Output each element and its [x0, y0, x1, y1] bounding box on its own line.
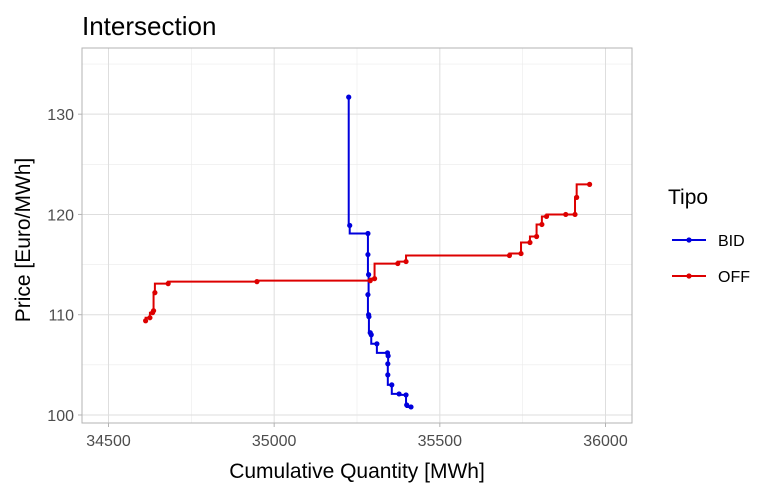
data-point-bid — [366, 314, 372, 320]
data-point-bid — [365, 272, 372, 278]
y-tick-label: 130 — [47, 107, 74, 124]
data-point-off — [152, 290, 158, 296]
data-point-bid — [396, 391, 402, 397]
data-point-bid — [385, 372, 391, 378]
data-point-bid — [347, 222, 353, 229]
data-point-bid — [374, 341, 380, 347]
data-point-off — [586, 181, 593, 187]
legend-key-point — [686, 237, 692, 243]
data-point-off — [395, 260, 401, 267]
data-point-off — [147, 315, 153, 321]
data-point-off — [150, 308, 157, 314]
data-point-off — [143, 318, 149, 324]
x-tick-label: 36000 — [583, 433, 628, 450]
data-point-bid — [365, 251, 371, 258]
y-axis-label: Price [Euro/MWh] — [12, 158, 35, 323]
series-layer — [143, 94, 593, 410]
data-point-bid — [389, 382, 395, 388]
x-axis-label: Cumulative Quantity [MWh] — [229, 460, 485, 483]
data-point-off — [518, 250, 524, 257]
y-tick-label: 100 — [47, 408, 74, 425]
data-point-bid — [346, 94, 352, 100]
data-point-bid — [365, 292, 371, 298]
x-tick-label: 34500 — [86, 433, 131, 450]
series-off — [143, 181, 593, 324]
y-axis-ticks: 100 110 120 130 — [47, 107, 82, 425]
y-tick-label: 110 — [48, 308, 74, 325]
data-point-off — [527, 239, 533, 246]
data-point-off — [543, 213, 550, 220]
data-point-bid — [385, 353, 391, 359]
data-point-bid — [368, 332, 374, 338]
data-point-off — [403, 258, 409, 265]
legend-item-bid: BID — [672, 233, 745, 250]
data-point-off — [574, 194, 580, 200]
data-point-bid — [403, 392, 409, 398]
y-tick-label: 120 — [47, 207, 74, 224]
data-point-off — [367, 278, 373, 284]
data-point-bid — [365, 230, 371, 237]
data-point-off — [572, 211, 578, 218]
data-point-bid — [385, 361, 391, 367]
data-point-off — [371, 276, 378, 282]
legend: Tipo BID OFF — [668, 186, 750, 286]
data-point-off — [165, 281, 171, 287]
data-point-bid — [408, 404, 414, 410]
data-point-off — [506, 252, 513, 259]
data-point-bid — [404, 402, 410, 408]
legend-key-point — [686, 273, 692, 279]
x-tick-label: 35000 — [252, 433, 297, 450]
data-point-off — [254, 279, 260, 285]
data-point-off — [563, 211, 569, 218]
data-point-off — [539, 221, 545, 228]
legend-item-off: OFF — [672, 269, 750, 286]
grid — [82, 48, 632, 423]
legend-items: BID OFF — [672, 233, 750, 286]
chart-title: Intersection — [82, 11, 216, 41]
data-point-off — [533, 233, 540, 240]
legend-label: BID — [718, 233, 745, 250]
x-axis-ticks: 34500 35000 35500 36000 — [86, 423, 628, 450]
series-bid — [346, 94, 414, 410]
legend-label: OFF — [718, 269, 750, 286]
x-tick-label: 35500 — [418, 433, 463, 450]
plot-area — [81, 47, 633, 424]
legend-title: Tipo — [668, 186, 708, 209]
plot-border — [81, 47, 633, 424]
